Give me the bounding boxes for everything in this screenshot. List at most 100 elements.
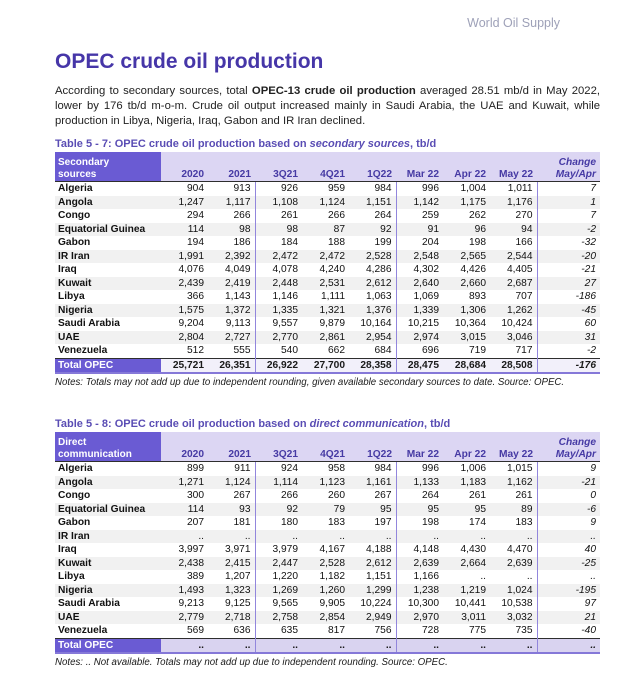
- row-label: Kuwait: [58, 557, 92, 569]
- value-cell: 9,204: [178, 318, 205, 330]
- value-cell: 1,123: [319, 476, 346, 488]
- change-cell: -20: [581, 250, 596, 262]
- value-cell: ..: [490, 529, 538, 544]
- total-label: Total OPEC: [55, 357, 161, 375]
- intro-text-before: According to secondary sources, total: [55, 85, 252, 97]
- value-cell: 2,861: [319, 331, 346, 343]
- value-cell: 366: [187, 291, 204, 303]
- table-row: Kuwait 2,439 2,419 2,448 2,531 2,612 2,640 2,66…: [55, 276, 600, 291]
- value-cell: 1,069: [413, 291, 440, 303]
- value-cell: 3,979: [272, 544, 299, 556]
- row-label: Nigeria: [58, 584, 93, 596]
- change-cell: -2: [586, 223, 596, 235]
- value-cell: 2,949: [349, 610, 397, 625]
- value-cell: 2,974: [413, 331, 440, 343]
- value-cell: 2,531: [319, 277, 346, 289]
- value-cell: 3,997: [178, 544, 205, 556]
- row-label: Libya: [58, 571, 85, 583]
- caption-italic: secondary sources: [309, 138, 410, 151]
- value-cell: 9,125: [208, 597, 256, 611]
- row-label: Kuwait: [58, 277, 92, 289]
- row-label: Congo: [58, 210, 91, 222]
- value-cell: 1,111: [321, 291, 345, 303]
- table-row: Iraq 3,997 3,971 3,979 4,167 4,188 4,148 4,430 4…: [55, 543, 600, 557]
- value-cell: 4,426: [460, 264, 487, 276]
- value-cell: 1,219: [460, 584, 487, 596]
- value-cell: ..: [490, 570, 538, 584]
- value-cell: 198: [469, 237, 486, 249]
- value-cell: 94: [490, 222, 538, 237]
- value-cell: 2,639: [413, 557, 440, 569]
- caption-prefix: Table 5 - 7: OPEC crude oil production b…: [55, 138, 310, 151]
- value-cell: 636: [208, 624, 256, 639]
- value-cell: 775: [469, 625, 486, 637]
- total-value-cell: 25,721: [161, 357, 208, 375]
- row-label: Algeria: [58, 183, 93, 195]
- total-value-cell: ..: [208, 637, 256, 655]
- value-cell: 911: [208, 461, 256, 476]
- value-cell: 92: [286, 503, 298, 515]
- value-cell: 735: [490, 624, 538, 639]
- value-cell: 2,548: [413, 250, 440, 262]
- table-row: Kuwait 2,438 2,415 2,447 2,528 2,612 2,639 2,66…: [55, 556, 600, 571]
- column-header: Mar 22: [396, 432, 443, 463]
- row-label: Iraq: [58, 544, 77, 556]
- intro-text-bold: OPEC-13 crude oil production: [251, 85, 416, 97]
- value-cell: 2,565: [460, 250, 487, 262]
- change-cell: ..: [590, 571, 596, 583]
- value-cell: 10,300: [407, 598, 439, 610]
- change-cell: -32: [581, 237, 596, 249]
- value-cell: 1,143: [208, 290, 256, 304]
- change-cell: -186: [575, 291, 596, 303]
- table-row: Equatorial Guinea 114 93 92 79 95 95 95 89 -6: [55, 502, 600, 517]
- value-cell: 389: [187, 571, 204, 583]
- row-label: Angola: [58, 196, 93, 208]
- table-row: Algeria 904 913 926 959 984 996 1,004 1,011 7: [55, 181, 600, 196]
- value-cell: 1,176: [490, 195, 538, 210]
- value-cell: 10,441: [454, 598, 486, 610]
- value-cell: 4,470: [490, 543, 538, 557]
- value-cell: 1,161: [349, 475, 397, 490]
- value-cell: 4,302: [413, 264, 440, 276]
- value-cell: 1,323: [208, 583, 256, 598]
- value-cell: 984: [349, 461, 397, 476]
- value-cell: 904: [187, 183, 204, 195]
- total-value-cell: 28,475: [396, 357, 443, 375]
- value-cell: 817: [328, 625, 345, 637]
- value-cell: 1,220: [272, 571, 299, 583]
- table-row: Venezuela 569 636 635 817 756 728 775 735 -40: [55, 624, 600, 639]
- change-cell: 7: [590, 183, 596, 195]
- row-label: Saudi Arabia: [58, 598, 120, 610]
- row-label: Gabon: [58, 517, 91, 529]
- row-label: Venezuela: [58, 625, 108, 637]
- value-cell: 261: [281, 210, 298, 222]
- value-cell: 1,247: [178, 196, 205, 208]
- value-cell: 10,164: [349, 317, 397, 331]
- value-cell: 728: [422, 625, 439, 637]
- table-row: Libya 366 1,143 1,146 1,111 1,063 1,069 893 707 -…: [55, 290, 600, 304]
- value-cell: 2,439: [178, 277, 205, 289]
- value-cell: 1,151: [349, 195, 397, 210]
- value-cell: 204: [422, 237, 439, 249]
- value-cell: 267: [349, 489, 397, 503]
- value-cell: 1,339: [413, 304, 440, 316]
- value-cell: ..: [433, 530, 439, 542]
- value-cell: 1,108: [272, 196, 299, 208]
- value-cell: 924: [281, 463, 298, 475]
- caption-italic: direct communication: [309, 418, 424, 431]
- table-row: UAE 2,779 2,718 2,758 2,854 2,949 2,970 3,011 3,…: [55, 610, 600, 625]
- value-cell: 2,472: [272, 250, 299, 262]
- value-cell: 266: [328, 210, 345, 222]
- change-cell: -40: [581, 625, 596, 637]
- value-cell: 2,779: [178, 611, 205, 623]
- caption-suffix: , tb/d: [423, 418, 451, 431]
- caption-suffix: , tb/d: [409, 138, 437, 151]
- value-cell: 1,006: [460, 463, 487, 475]
- value-cell: 1,151: [349, 570, 397, 584]
- value-cell: 98: [286, 223, 298, 235]
- value-cell: 87: [333, 223, 345, 235]
- value-cell: 1,207: [208, 570, 256, 584]
- column-header: 2020: [161, 432, 208, 463]
- value-cell: 4,148: [413, 544, 440, 556]
